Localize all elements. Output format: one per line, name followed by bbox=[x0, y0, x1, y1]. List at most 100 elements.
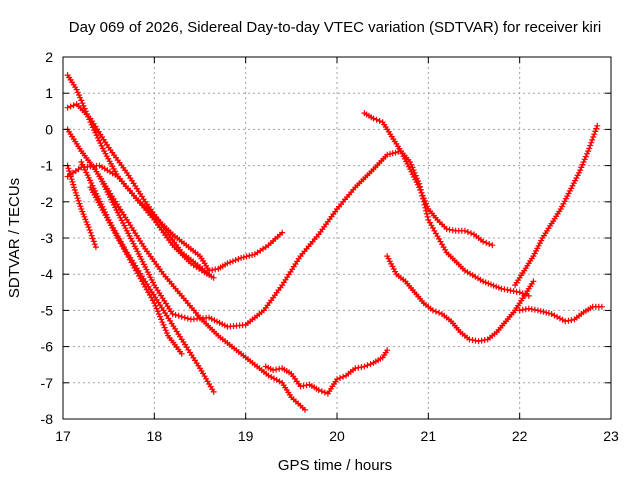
data-point bbox=[232, 257, 239, 264]
y-tick-label: -8 bbox=[41, 411, 54, 427]
data-point bbox=[70, 102, 77, 109]
series-track-2 bbox=[64, 101, 213, 278]
data-point bbox=[392, 149, 399, 156]
data-point bbox=[545, 310, 552, 317]
data-point bbox=[423, 210, 430, 217]
data-point bbox=[429, 307, 436, 314]
series-track-11 bbox=[384, 253, 537, 345]
data-point bbox=[423, 200, 429, 207]
x-tick-label: 17 bbox=[55, 428, 71, 444]
data-point bbox=[68, 176, 75, 183]
data-point bbox=[70, 181, 77, 188]
y-tick-label: -4 bbox=[41, 266, 54, 282]
data-point bbox=[373, 116, 380, 123]
data-point bbox=[77, 94, 84, 101]
x-axis-label: GPS time / hours bbox=[278, 457, 392, 474]
data-point bbox=[88, 232, 95, 239]
data-point bbox=[594, 122, 601, 129]
data-point bbox=[67, 173, 74, 180]
data-point bbox=[582, 153, 589, 160]
data-point bbox=[71, 184, 77, 191]
data-point bbox=[78, 97, 85, 104]
data-point bbox=[483, 239, 490, 246]
data-point bbox=[229, 258, 236, 265]
data-point bbox=[598, 303, 605, 310]
data-point bbox=[364, 362, 371, 369]
data-point bbox=[76, 92, 82, 98]
data-point bbox=[480, 238, 487, 245]
data-point bbox=[585, 148, 592, 155]
data-point bbox=[73, 192, 80, 199]
data-point bbox=[389, 150, 396, 157]
data-point bbox=[516, 289, 523, 296]
data-point bbox=[73, 86, 80, 93]
y-tick-label: 1 bbox=[45, 85, 53, 101]
data-point bbox=[72, 189, 79, 196]
x-tick-label: 22 bbox=[512, 428, 528, 444]
x-tick-label: 18 bbox=[147, 428, 163, 444]
data-point bbox=[66, 168, 73, 174]
data-point bbox=[361, 363, 368, 370]
y-tick-label: -6 bbox=[41, 339, 54, 355]
data-point bbox=[591, 131, 598, 138]
data-point bbox=[421, 197, 428, 204]
data-point bbox=[587, 142, 594, 149]
data-point bbox=[443, 225, 450, 232]
data-point bbox=[249, 252, 256, 258]
data-point bbox=[584, 150, 590, 157]
data-point bbox=[461, 227, 468, 234]
data-point bbox=[86, 227, 93, 233]
data-point bbox=[75, 197, 82, 204]
data-point bbox=[420, 195, 427, 202]
data-point bbox=[593, 125, 600, 132]
data-point bbox=[588, 139, 595, 146]
data-point bbox=[576, 169, 582, 176]
data-point bbox=[340, 373, 347, 380]
data-point bbox=[80, 164, 87, 171]
data-point bbox=[227, 259, 234, 266]
data-point bbox=[210, 274, 217, 281]
series-track-7 bbox=[87, 184, 185, 357]
data-point bbox=[395, 148, 402, 155]
grid-layer bbox=[63, 57, 611, 419]
data-point bbox=[530, 278, 537, 285]
tick-layer: 17 18 19 20 21 22 23 -8 -7 -6 -5 -4 -3 -2 -1 0 1 2 bbox=[41, 49, 619, 444]
data-point bbox=[486, 241, 493, 247]
series-track-13 bbox=[516, 303, 605, 325]
data-point bbox=[77, 203, 84, 210]
data-point bbox=[334, 376, 340, 383]
data-point bbox=[370, 115, 377, 122]
data-point bbox=[581, 156, 588, 163]
data-point bbox=[318, 388, 325, 395]
data-point bbox=[97, 140, 104, 147]
data-point bbox=[537, 308, 544, 315]
data-point bbox=[432, 308, 439, 315]
y-tick-label: 2 bbox=[45, 49, 53, 65]
data-point bbox=[169, 311, 176, 317]
series-line bbox=[67, 74, 215, 279]
data-point bbox=[579, 161, 586, 168]
data-point bbox=[590, 134, 597, 140]
data-point bbox=[315, 387, 322, 393]
y-tick-label: -3 bbox=[41, 230, 54, 246]
data-point bbox=[534, 307, 541, 314]
data-point bbox=[580, 159, 587, 165]
data-point bbox=[464, 229, 471, 235]
data-point bbox=[482, 279, 489, 286]
data-point bbox=[64, 104, 71, 111]
data-point bbox=[243, 253, 250, 260]
data-point bbox=[159, 319, 166, 326]
data-point bbox=[367, 361, 374, 368]
data-point bbox=[175, 312, 182, 319]
data-point bbox=[71, 187, 78, 193]
series-track-5 bbox=[64, 162, 99, 251]
data-point bbox=[85, 224, 92, 231]
data-point bbox=[76, 200, 83, 207]
data-point bbox=[592, 128, 599, 135]
data-point bbox=[88, 180, 95, 186]
data-point bbox=[540, 308, 547, 315]
data-point bbox=[65, 165, 72, 172]
data-point bbox=[84, 172, 91, 179]
data-point bbox=[489, 242, 496, 249]
